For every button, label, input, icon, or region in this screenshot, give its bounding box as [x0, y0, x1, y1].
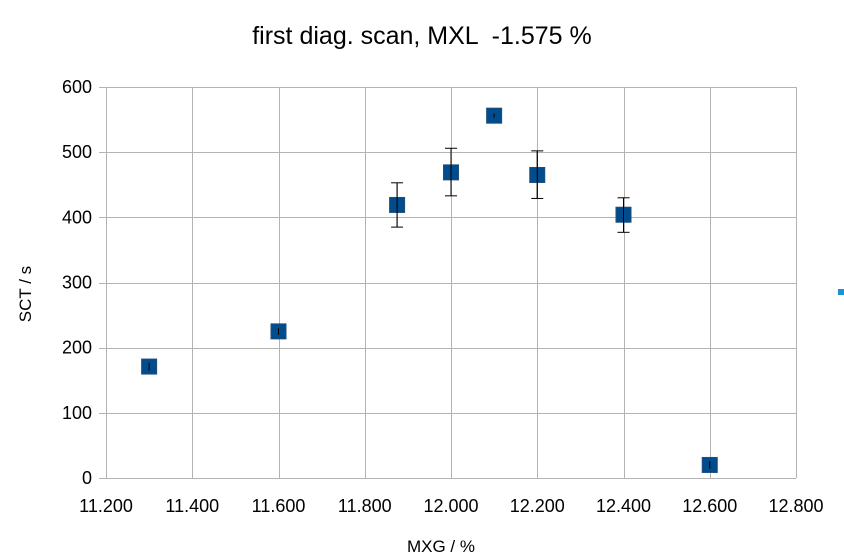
chart-title: first diag. scan, MXL -1.575 %: [252, 22, 592, 50]
y-axis-title: SCT / s: [16, 266, 35, 322]
error-bars: [143, 113, 716, 470]
y-tick-label: 100: [62, 403, 92, 423]
x-tick-label: 11.200: [79, 496, 133, 516]
x-tick-label: 12.800: [768, 496, 823, 516]
y-tick-label: 300: [62, 273, 92, 293]
data-points: [141, 107, 718, 473]
x-tick-label: 12.400: [596, 496, 651, 516]
x-tick-label: 12.000: [423, 496, 478, 516]
x-tick-label: 12.200: [510, 496, 565, 516]
y-tick-label: 600: [62, 77, 92, 97]
grid-lines: [99, 87, 797, 479]
edge-marker: [838, 289, 844, 295]
y-tick-label: 200: [62, 338, 92, 358]
x-tick-label: 11.600: [252, 496, 306, 516]
y-tick-label: 0: [82, 468, 92, 488]
x-tick-label: 11.400: [165, 496, 219, 516]
x-tick-label: 12.600: [682, 496, 737, 516]
y-tick-label: 400: [62, 207, 92, 227]
y-tick-label: 500: [62, 142, 92, 162]
x-axis-title: MXG / %: [407, 537, 475, 556]
tick-labels: 11.200 11.400 11.600 11.800 12.000 12.200 12.4…: [62, 77, 824, 516]
x-tick-label: 11.800: [338, 496, 392, 516]
